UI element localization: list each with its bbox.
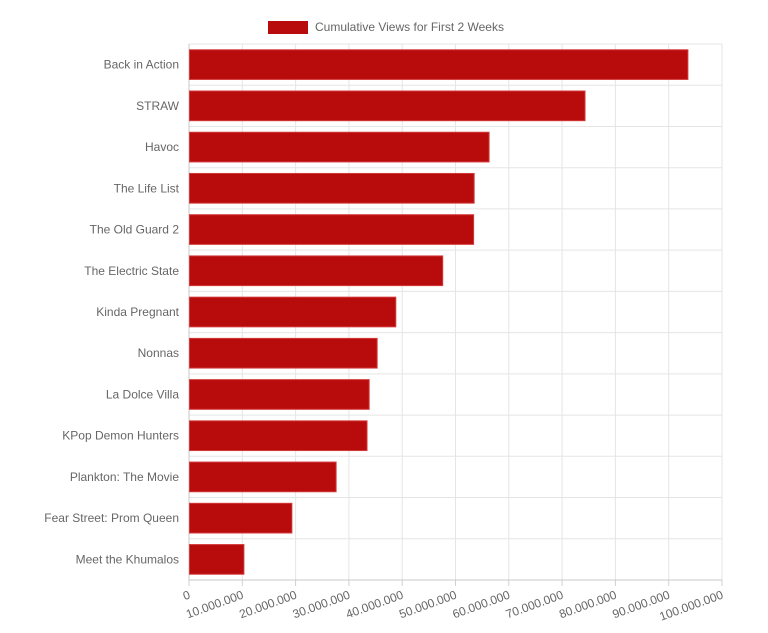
legend[interactable]: Cumulative Views for First 2 Weeks bbox=[0, 18, 768, 38]
x-tick-label: 40.000.000 bbox=[344, 588, 406, 622]
bar bbox=[189, 544, 245, 575]
x-tick-label: 50.000.000 bbox=[397, 588, 459, 622]
category-label: KPop Demon Hunters bbox=[62, 429, 179, 443]
category-label: Fear Street: Prom Queen bbox=[44, 511, 179, 525]
bar bbox=[189, 502, 293, 534]
bar bbox=[189, 461, 337, 493]
bar bbox=[189, 337, 378, 369]
legend-swatch bbox=[268, 21, 308, 34]
legend-label: Cumulative Views for First 2 Weeks bbox=[315, 20, 504, 34]
x-tick-label: 60.000.000 bbox=[451, 588, 513, 622]
bar bbox=[189, 255, 444, 287]
category-label: Plankton: The Movie bbox=[70, 470, 179, 484]
category-label: Meet the Khumalos bbox=[76, 552, 179, 566]
x-tick-label: 80.000.000 bbox=[557, 588, 619, 622]
bar bbox=[189, 49, 689, 80]
x-tick-label: 30.000.000 bbox=[291, 588, 353, 622]
x-tick-label: 70.000.000 bbox=[504, 588, 566, 622]
x-tick-label: 0 bbox=[181, 588, 192, 604]
x-tick-label: 10.000.000 bbox=[184, 588, 246, 622]
category-label: The Life List bbox=[114, 181, 180, 195]
category-label: The Electric State bbox=[84, 264, 179, 278]
bar bbox=[189, 131, 490, 163]
category-label: Nonnas bbox=[138, 346, 179, 360]
bar bbox=[189, 379, 370, 410]
bar bbox=[189, 214, 475, 245]
category-label: Havoc bbox=[145, 140, 179, 154]
bar bbox=[189, 296, 397, 328]
category-label: STRAW bbox=[136, 99, 180, 113]
bar bbox=[189, 90, 586, 122]
x-tick-label: 20.000.000 bbox=[237, 588, 299, 622]
category-label: Back in Action bbox=[104, 58, 179, 72]
bar bbox=[189, 172, 475, 204]
category-label: The Old Guard 2 bbox=[90, 223, 180, 237]
category-label: Kinda Pregnant bbox=[96, 305, 179, 319]
category-label: La Dolce Villa bbox=[106, 387, 179, 401]
bar bbox=[189, 420, 368, 452]
